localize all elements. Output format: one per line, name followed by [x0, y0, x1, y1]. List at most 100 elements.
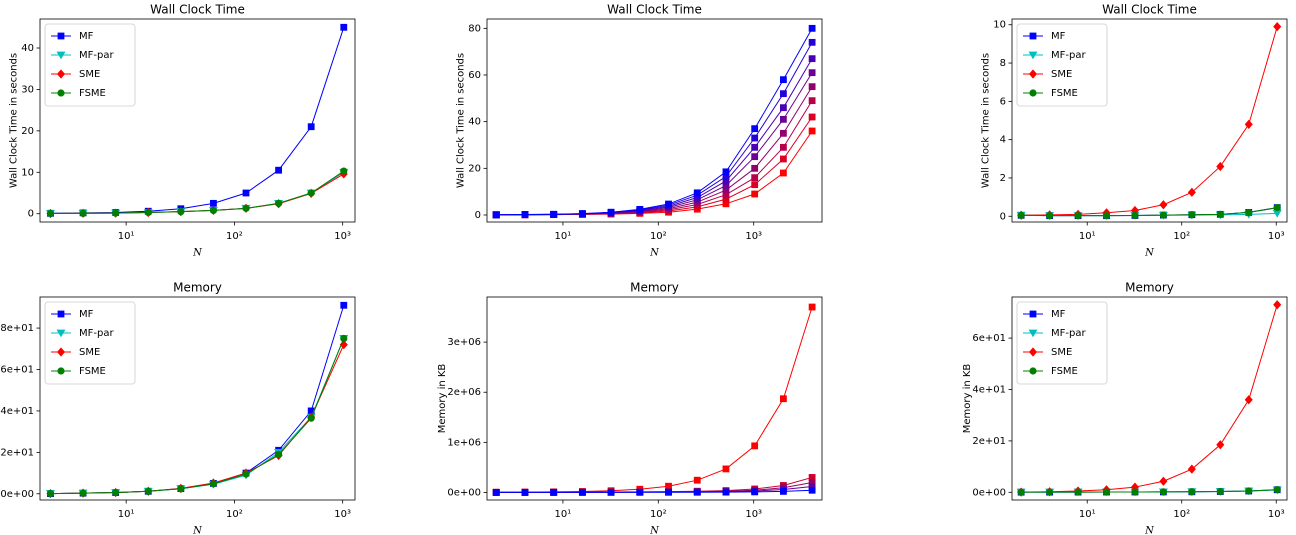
x-tick-label: 10¹ — [1079, 231, 1096, 242]
axes-frame — [486, 296, 823, 501]
marker — [665, 200, 672, 208]
y-tick-label: 8 — [1000, 58, 1006, 69]
chart-title: Wall Clock Time — [1102, 3, 1197, 17]
legend-marker — [56, 347, 66, 357]
x-tick-label: 10² — [226, 231, 243, 242]
marker — [808, 24, 816, 32]
x-tick-label: 10² — [1173, 509, 1190, 520]
y-tick-label: 0 — [28, 209, 34, 220]
legend-label: FSME — [1051, 88, 1078, 99]
y-tick-label: 0e+00 — [447, 487, 481, 498]
series-line — [496, 306, 813, 493]
marker — [722, 488, 730, 496]
x-axis-label: N — [649, 526, 660, 535]
legend-marker — [1029, 367, 1037, 375]
y-tick-label: 4 — [1000, 135, 1006, 146]
series-line — [496, 489, 813, 493]
x-tick-label: 10¹ — [118, 509, 135, 520]
chart-title: Wall Clock Time — [150, 3, 245, 17]
x-axis-label: N — [192, 526, 203, 535]
marker — [779, 169, 787, 177]
legend-label: SME — [79, 347, 100, 358]
x-tick-label: 10² — [1173, 231, 1190, 242]
y-tick-label: 0 — [1000, 211, 1006, 222]
marker — [607, 488, 615, 496]
marker — [607, 208, 615, 216]
y-tick-label: 20 — [21, 126, 34, 137]
y-tick-label: 2e+06 — [447, 387, 481, 398]
x-axis-label: N — [1144, 248, 1155, 259]
marker — [1216, 487, 1224, 496]
marker — [1131, 488, 1139, 496]
legend-label: SME — [1051, 69, 1072, 80]
marker — [550, 488, 558, 496]
legend-marker — [56, 329, 66, 338]
marker — [307, 123, 315, 131]
legend-label: SME — [79, 69, 100, 80]
marker — [751, 125, 759, 133]
x-tick-label: 10¹ — [555, 231, 572, 242]
marker — [1273, 204, 1281, 212]
y-tick-label: 40 — [468, 117, 481, 128]
legend-marker — [56, 69, 66, 79]
series-line — [50, 338, 345, 495]
marker — [779, 395, 787, 403]
chart-title: Memory — [1125, 281, 1174, 295]
chart-title: Memory — [173, 281, 222, 295]
series-line — [496, 28, 813, 216]
legend-marker — [1029, 32, 1037, 40]
marker — [242, 470, 250, 478]
legend-box — [44, 23, 136, 107]
legend-box — [1016, 301, 1108, 385]
legend-marker — [57, 310, 65, 318]
x-tick-label: 10² — [650, 509, 667, 520]
marker — [1244, 119, 1253, 129]
x-tick-label: 10³ — [1268, 231, 1285, 242]
marker — [1273, 486, 1281, 494]
y-axis-label: Wall Clock Time in seconds — [981, 53, 992, 188]
marker — [751, 488, 759, 496]
marker — [808, 83, 816, 91]
marker — [1102, 212, 1111, 220]
x-axis-label: N — [192, 248, 203, 259]
marker — [1245, 208, 1253, 217]
y-tick-label: 30 — [21, 84, 34, 95]
marker — [550, 210, 558, 218]
legend-marker — [1028, 51, 1038, 60]
marker — [112, 488, 120, 497]
marker — [751, 143, 759, 151]
marker — [1017, 488, 1025, 496]
marker — [1046, 212, 1054, 220]
y-tick-label: 20 — [468, 163, 481, 174]
legend-label: MF-par — [79, 328, 114, 339]
marker — [242, 204, 250, 212]
series-line — [496, 58, 813, 216]
y-tick-label: 40 — [21, 43, 34, 54]
marker — [275, 450, 283, 459]
marker — [578, 488, 586, 496]
marker — [1074, 212, 1082, 220]
legend-marker — [57, 89, 65, 97]
legend-marker — [1028, 69, 1038, 79]
marker — [177, 208, 185, 216]
marker — [693, 476, 701, 484]
x-tick-label: 10³ — [334, 509, 351, 520]
legend-label: MF-par — [79, 50, 114, 61]
marker — [693, 189, 701, 197]
x-tick-label: 10³ — [745, 231, 762, 242]
marker — [144, 487, 152, 495]
marker — [722, 168, 730, 176]
y-tick-label: 3e+06 — [447, 337, 481, 348]
series-line — [50, 173, 345, 215]
marker — [808, 127, 816, 135]
marker — [1131, 211, 1139, 220]
marker — [808, 97, 816, 105]
marker — [46, 209, 55, 218]
legend-box — [1016, 23, 1108, 107]
marker — [1216, 210, 1224, 218]
marker — [1102, 488, 1111, 496]
legend-label: MF-par — [1051, 50, 1086, 61]
series-line — [496, 72, 813, 216]
marker — [340, 23, 348, 31]
